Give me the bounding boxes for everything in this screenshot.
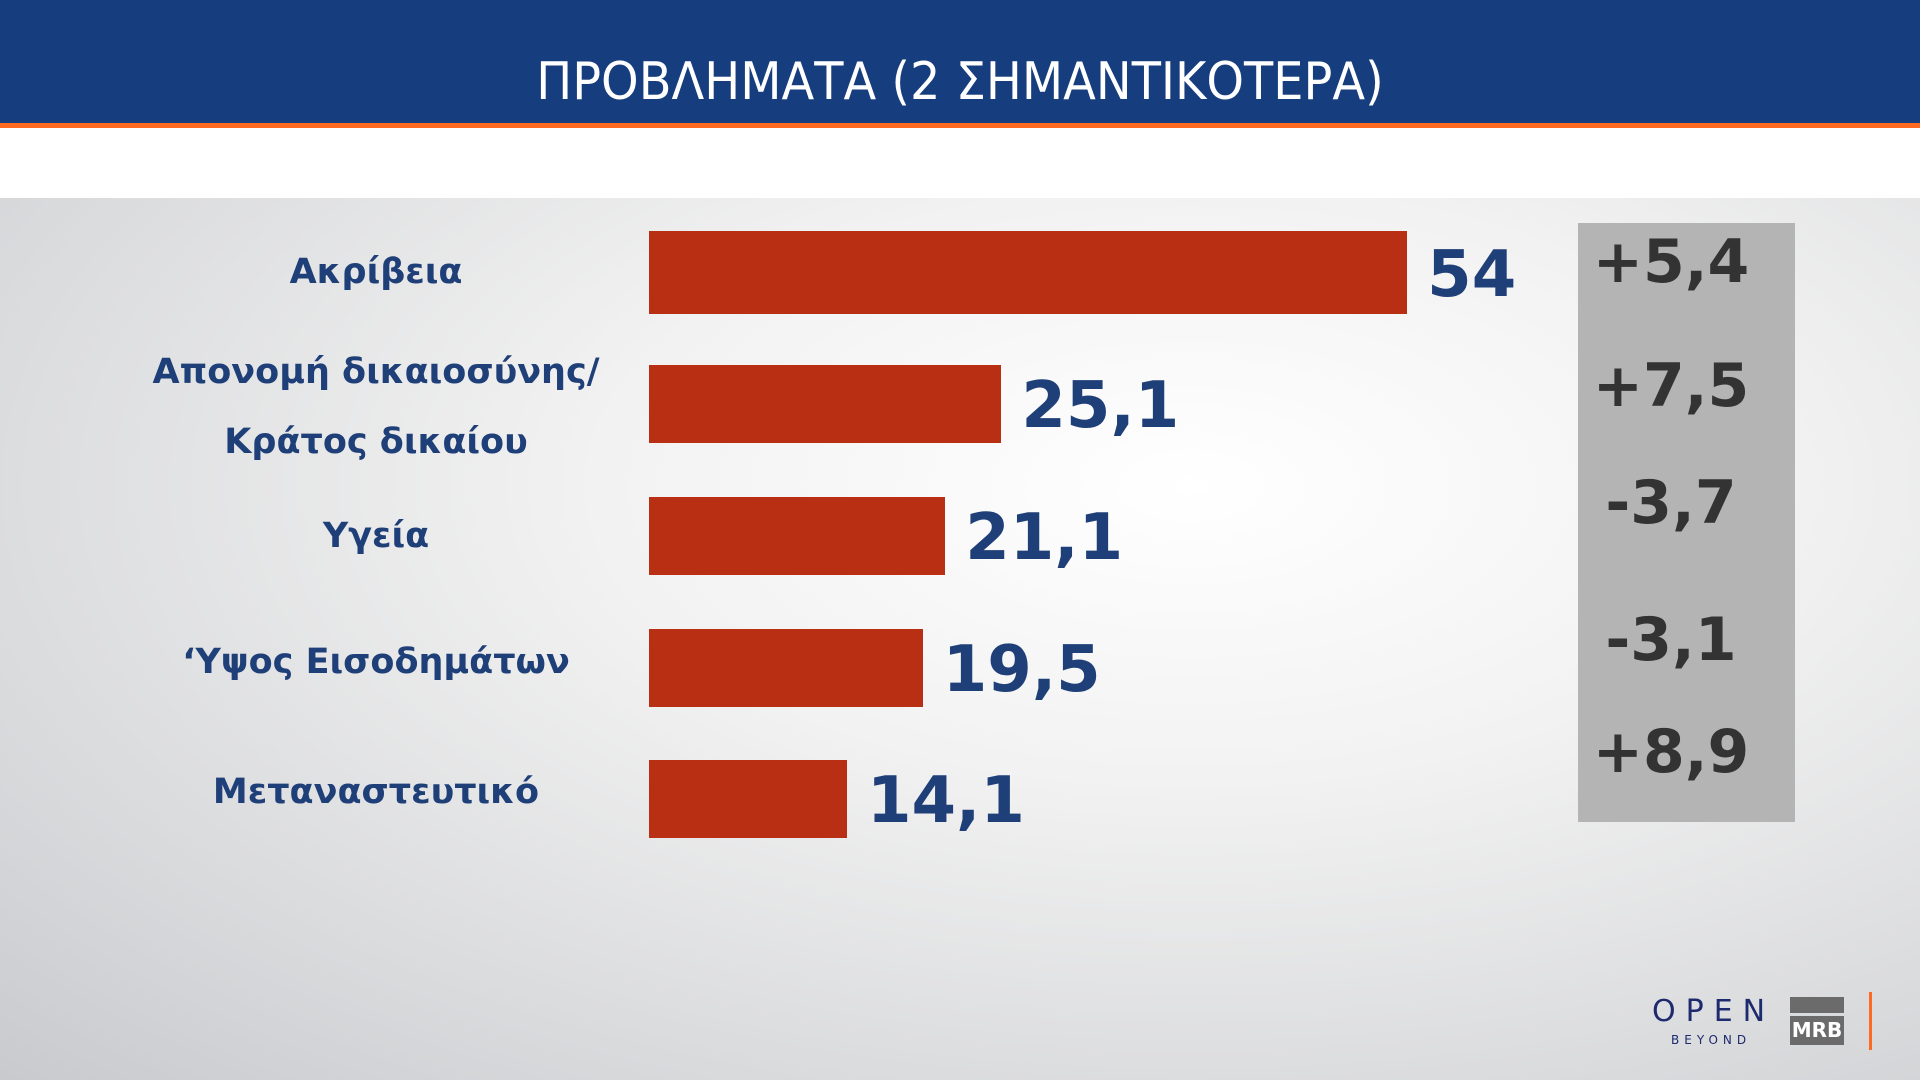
category-label: Μεταναστευτικό xyxy=(212,772,540,812)
category-label: Ακρίβεια xyxy=(289,252,463,292)
header-bar xyxy=(0,0,1920,124)
change-label: +8,9 xyxy=(1592,717,1750,787)
change-label: -3,7 xyxy=(1605,468,1737,538)
mrb-logo-text: MRB xyxy=(1790,1016,1844,1045)
category-label: Υγεία xyxy=(322,516,430,556)
bar xyxy=(649,231,1408,314)
mrb-logo: MRB xyxy=(1790,997,1844,1045)
value-label: 19,5 xyxy=(942,633,1101,707)
value-label: 54 xyxy=(1427,237,1517,312)
category-label: Απονομή δικαιοσύνης/ xyxy=(152,352,600,392)
accent-line xyxy=(0,123,1920,128)
bar xyxy=(649,365,1002,443)
change-label: +5,4 xyxy=(1592,227,1750,297)
open-logo: OPEN xyxy=(1652,994,1776,1029)
change-label: +7,5 xyxy=(1592,351,1750,421)
bar xyxy=(649,760,847,838)
change-label: -3,1 xyxy=(1605,605,1737,675)
mrb-logo-bar xyxy=(1790,997,1844,1013)
divider xyxy=(1869,992,1872,1050)
bar xyxy=(649,497,946,575)
category-label: Κράτος δικαίου xyxy=(224,422,528,462)
bar xyxy=(649,629,923,707)
white-band xyxy=(0,128,1920,198)
value-label: 14,1 xyxy=(866,764,1025,838)
category-label: ‘Υψος Εισοδημάτων xyxy=(182,642,570,682)
change-box xyxy=(1578,223,1795,822)
value-label: 21,1 xyxy=(965,501,1124,575)
value-label: 25,1 xyxy=(1021,369,1180,443)
open-logo-subtitle: BEYOND xyxy=(1671,1033,1752,1047)
chart-title: ΠΡΟΒΛΗΜΑΤΑ (2 ΣΗΜΑΝΤΙΚΟΤΕΡΑ) xyxy=(536,52,1384,112)
